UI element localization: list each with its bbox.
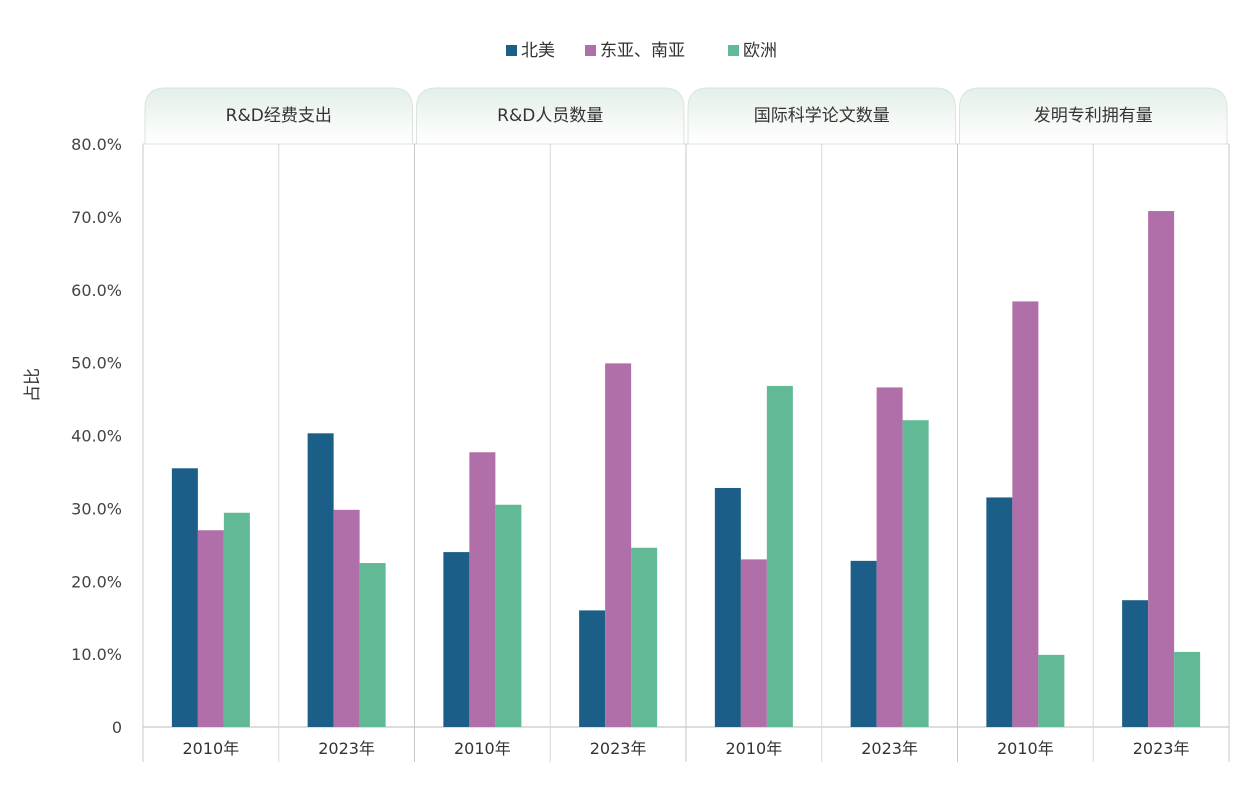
y-tick-label: 60.0%: [71, 281, 122, 300]
legend-label: 欧洲: [743, 41, 777, 61]
x-tick-label: 2010年: [454, 739, 511, 758]
bar-east-south-asia: [197, 530, 224, 727]
x-tick-label: 2010年: [997, 739, 1054, 758]
legend-label: 东亚、南亚: [600, 41, 685, 61]
bar-east-south-asia: [1012, 301, 1039, 727]
bar-north-america: [850, 560, 877, 727]
legend-swatch: [585, 45, 596, 56]
panel-header: [687, 87, 956, 145]
panel-title: 发明专利拥有量: [1034, 106, 1153, 126]
y-tick-label: 50.0%: [71, 354, 122, 373]
bar-europe: [359, 563, 386, 727]
legend-swatch: [506, 45, 517, 56]
legend-swatch: [728, 45, 739, 56]
bar-europe: [902, 420, 929, 727]
bar-north-america: [579, 610, 606, 727]
bar-east-south-asia: [1148, 211, 1175, 728]
x-tick-label: 2023年: [861, 739, 918, 758]
bar-east-south-asia: [605, 363, 632, 727]
y-axis-title: 占比: [23, 368, 43, 402]
bar-europe: [223, 512, 250, 727]
y-tick-label: 10.0%: [71, 645, 122, 664]
bar-europe: [1174, 651, 1201, 727]
bar-europe: [495, 504, 522, 727]
bar-europe: [631, 547, 658, 727]
y-tick-label: 40.0%: [71, 427, 122, 446]
bar-east-south-asia: [740, 559, 767, 727]
x-tick-label: 2010年: [726, 739, 783, 758]
x-tick-label: 2023年: [590, 739, 647, 758]
y-tick-label: 0: [112, 718, 122, 737]
bar-north-america: [307, 433, 334, 727]
x-tick-label: 2023年: [1133, 739, 1190, 758]
bar-north-america: [443, 552, 470, 727]
bar-east-south-asia: [876, 387, 903, 727]
bar-north-america: [986, 497, 1013, 727]
bar-europe: [1038, 654, 1065, 727]
panel-header: [959, 87, 1228, 145]
x-tick-label: 2023年: [318, 739, 375, 758]
panel-header: [416, 87, 685, 145]
y-tick-label: 30.0%: [71, 499, 122, 518]
y-tick-label: 70.0%: [71, 208, 122, 227]
panel-title: R&D人员数量: [497, 106, 603, 126]
y-tick-label: 80.0%: [71, 135, 122, 154]
panel-header: [144, 87, 413, 145]
bar-north-america: [1122, 600, 1149, 727]
x-tick-label: 2010年: [183, 739, 240, 758]
bar-north-america: [714, 487, 741, 727]
bar-europe: [766, 385, 793, 727]
panel-title: 国际科学论文数量: [754, 106, 890, 126]
bar-north-america: [171, 468, 198, 727]
y-tick-label: 20.0%: [71, 572, 122, 591]
panel-title: R&D经费支出: [226, 106, 332, 126]
bar-east-south-asia: [333, 509, 360, 727]
bar-east-south-asia: [469, 452, 496, 727]
legend-label: 北美: [521, 41, 555, 61]
